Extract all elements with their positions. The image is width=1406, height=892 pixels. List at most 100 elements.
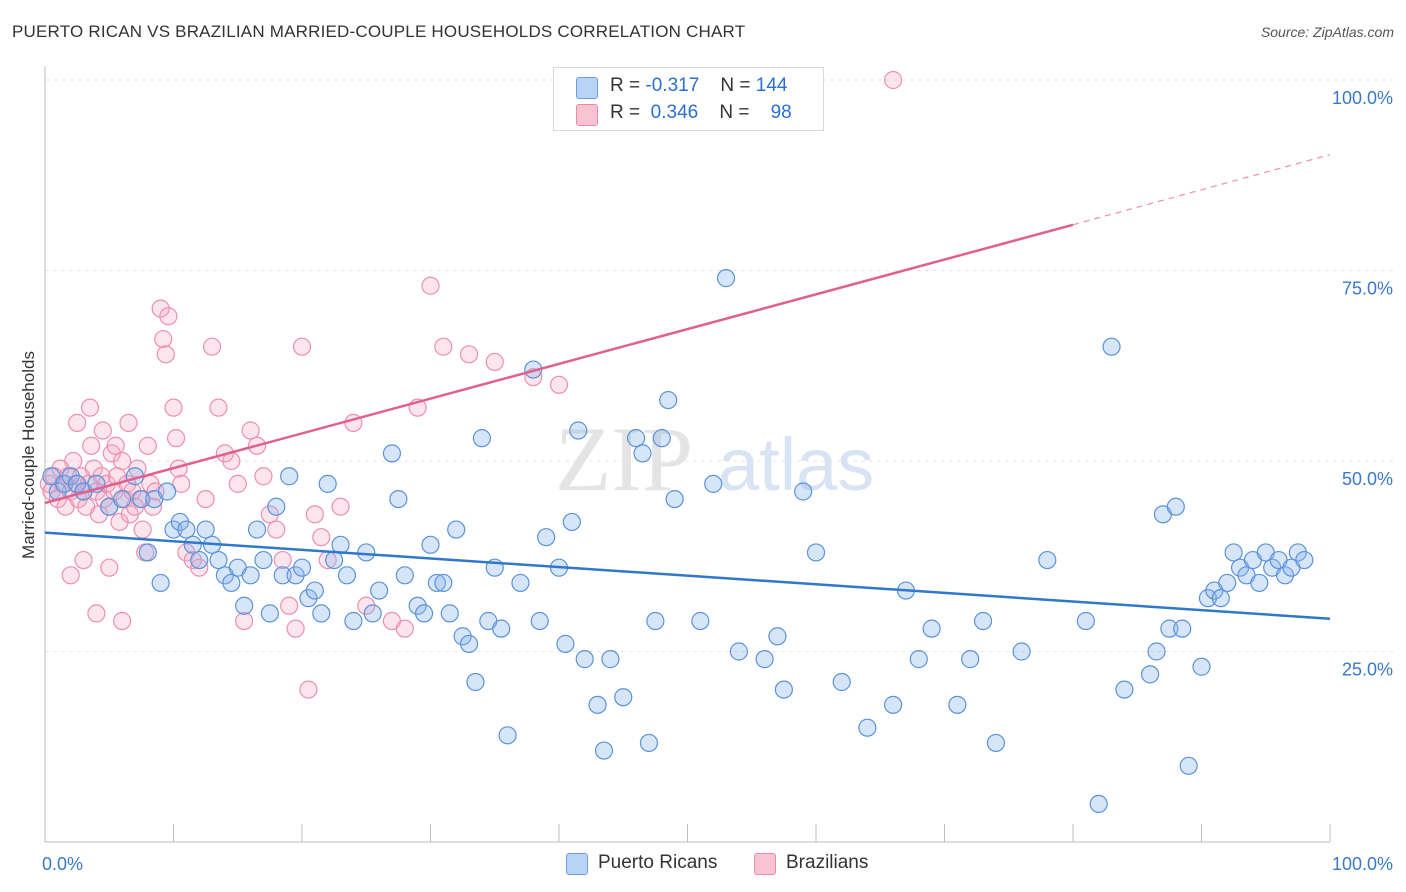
puerto-ricans-point	[652, 429, 671, 448]
brazilians-point	[64, 451, 83, 471]
puerto-ricans-point	[280, 467, 299, 486]
puerto-ricans-point	[318, 474, 337, 493]
puerto-ricans-point	[1160, 619, 1179, 638]
puerto-ricans-point	[1147, 642, 1166, 661]
puerto-ricans-point	[151, 573, 170, 593]
brazilians-point	[61, 566, 80, 585]
bottom-legend-swatch-puerto-ricans	[566, 853, 588, 875]
brazilians-point	[196, 490, 215, 509]
puerto-ricans-point	[1012, 642, 1031, 661]
puerto-ricans-point	[562, 512, 581, 532]
brazilians-point	[133, 520, 152, 539]
y-tick-label: 75.0%	[1342, 279, 1393, 299]
puerto-ricans-point	[633, 444, 652, 463]
puerto-ricans-point	[973, 611, 993, 631]
puerto-ricans-point	[292, 558, 312, 577]
brazilians-point	[112, 611, 132, 631]
puerto-ricans-point	[1218, 573, 1237, 593]
brazilians-point	[68, 413, 87, 432]
source-label: Source: ZipAtlas.com	[1260, 24, 1394, 40]
puerto-ricans-point	[447, 520, 466, 539]
puerto-ricans-point	[112, 490, 132, 509]
puerto-ricans-point	[665, 490, 684, 509]
puerto-ricans-point	[260, 604, 279, 623]
puerto-ricans-point	[408, 596, 427, 615]
puerto-ricans-point	[305, 581, 324, 600]
brazilians-point	[267, 520, 286, 539]
bottom-legend-swatch-brazilians	[754, 853, 776, 875]
legend-swatch-puerto-ricans	[576, 77, 598, 99]
brazilians-point	[209, 398, 228, 417]
x-tick-label: 0.0%	[42, 854, 83, 874]
puerto-ricans-point	[331, 535, 350, 554]
puerto-ricans-point	[254, 550, 273, 570]
puerto-ricans-point	[132, 490, 151, 509]
puerto-ricans-point	[459, 634, 479, 653]
puerto-ricans-point	[1140, 665, 1160, 684]
puerto-ricans-point	[466, 672, 485, 692]
puerto-ricans-point	[286, 566, 305, 585]
x-tick-label: 100.0%	[1332, 854, 1393, 874]
puerto-ricans-point	[177, 520, 196, 539]
brazilians-point	[254, 467, 273, 486]
puerto-ricans-point	[1198, 589, 1218, 608]
brazilians-point	[159, 307, 178, 326]
puerto-ricans-point	[1211, 589, 1230, 608]
y-tick-label: 50.0%	[1342, 469, 1393, 489]
correlation-legend: R = -0.317 N = 144 R = 0.346 N = 98	[553, 67, 824, 131]
r-value-puerto-ricans: -0.317	[645, 75, 700, 96]
n-value-puerto-ricans: 144	[755, 75, 788, 96]
puerto-ricans-point	[325, 550, 344, 570]
watermark-atlas: atlas	[718, 423, 874, 506]
bottom-legend-label-puerto-ricans: Puerto Ricans	[598, 852, 718, 873]
puerto-ricans-point	[492, 619, 511, 638]
puerto-ricans-point	[588, 695, 607, 714]
brazilians-point	[154, 329, 173, 349]
grid-lines	[45, 79, 1394, 652]
puerto-ricans-point	[337, 566, 357, 585]
brazilians-point	[93, 421, 112, 440]
puerto-ricans-point	[382, 444, 402, 463]
brazilians-point	[190, 558, 209, 577]
brazilians-point	[151, 299, 170, 318]
puerto-ricans-point	[222, 573, 241, 593]
puerto-ricans-point	[196, 520, 215, 539]
puerto-ricans-point	[511, 573, 530, 593]
puerto-ricans-point	[68, 474, 87, 493]
brazilians-point	[119, 413, 138, 432]
n-label: N =	[720, 75, 751, 96]
brazilians-point	[202, 337, 222, 356]
brazilians-point	[110, 512, 129, 532]
brazilians-point	[183, 550, 202, 570]
puerto-ricans-point	[575, 650, 594, 669]
puerto-ricans-point	[646, 611, 665, 631]
brazilians-point	[273, 550, 292, 570]
puerto-ricans-point	[729, 642, 749, 661]
puerto-ricans-point	[61, 467, 80, 486]
puerto-ricans-point	[948, 695, 967, 714]
puerto-ricans-point	[299, 589, 318, 608]
puerto-ricans-point	[1295, 550, 1314, 570]
puerto-ricans-point	[1102, 337, 1121, 356]
brazilians-point	[166, 429, 186, 448]
puerto-ricans-point	[157, 482, 177, 501]
axes	[44, 66, 1331, 843]
puerto-ricans-point	[472, 429, 491, 448]
puerto-ricans-point	[832, 672, 851, 692]
r-label: R =	[610, 102, 641, 123]
puerto-ricans-point	[594, 741, 614, 760]
brazilians-point	[299, 680, 318, 699]
puerto-ricans-point	[858, 718, 877, 737]
brazilians-point	[84, 459, 103, 478]
brazilians-point	[106, 436, 125, 455]
puerto-ricans-point	[1076, 611, 1095, 631]
puerto-ricans-point	[241, 566, 260, 585]
brazilians-point	[260, 505, 279, 524]
puerto-ricans-point	[774, 680, 793, 699]
puerto-ricans-point	[961, 650, 980, 669]
puerto-ricans-point	[537, 528, 556, 547]
brazilians-point	[100, 558, 119, 577]
puerto-ricans-point	[909, 650, 928, 669]
puerto-ricans-point	[601, 650, 620, 669]
puerto-ricans-point	[1089, 794, 1108, 814]
